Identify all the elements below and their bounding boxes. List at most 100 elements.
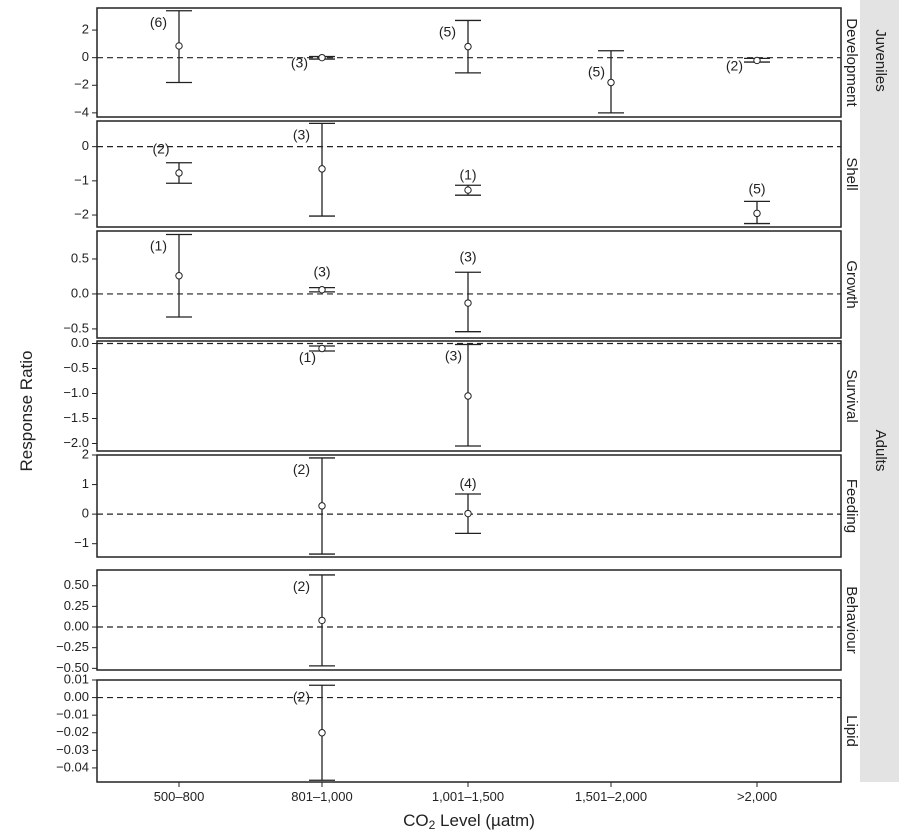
data-point bbox=[464, 299, 472, 307]
y-tick-label: −0.03 bbox=[56, 742, 89, 757]
data-point bbox=[175, 169, 183, 177]
panel-shell: Shell 0 −1 −2 (2) (3) (1) (5) bbox=[74, 120, 860, 228]
panel-label: Feeding bbox=[843, 479, 860, 533]
group-strips: Juveniles Adults bbox=[860, 0, 899, 782]
data-point bbox=[318, 53, 326, 62]
sample-size-label: (3) bbox=[291, 55, 308, 71]
sample-size-label: (1) bbox=[459, 166, 476, 182]
y-tick-label: −0.25 bbox=[56, 639, 89, 654]
group-strip-label: Juveniles bbox=[872, 29, 889, 92]
panel-label: Development bbox=[843, 18, 860, 107]
group-strip-bg bbox=[860, 119, 899, 782]
y-tick-label: 0.25 bbox=[64, 598, 89, 613]
x-axis-title: CO2 Level (µatm) bbox=[403, 811, 535, 832]
sample-size-label: (2) bbox=[726, 57, 743, 73]
y-tick-label: −1 bbox=[74, 172, 89, 187]
y-tick-label: 1 bbox=[82, 476, 89, 491]
panel-frame bbox=[96, 230, 842, 339]
y-tick-label: 2 bbox=[82, 22, 89, 37]
y-tick-label: −2 bbox=[74, 206, 89, 221]
panel-development: Development 2 0 −2 −4 (6) (3) (5) (5) (2) bbox=[74, 7, 860, 119]
sample-size-label: (4) bbox=[459, 475, 476, 491]
sample-size-label: (2) bbox=[293, 578, 310, 594]
y-tick-label: 0 bbox=[82, 506, 89, 521]
panel-feeding: Feeding 2 1 0 −1 (2) (4) bbox=[74, 446, 860, 558]
y-tick-label: −1 bbox=[74, 535, 89, 550]
data-point bbox=[753, 56, 761, 65]
sample-size-label: (2) bbox=[293, 461, 310, 477]
y-tick-label: −0.5 bbox=[63, 360, 89, 375]
y-tick-label: −1.0 bbox=[63, 385, 89, 400]
y-tick-label: 0.01 bbox=[64, 671, 89, 686]
sample-size-label: (2) bbox=[152, 141, 169, 157]
y-tick-label: 0.0 bbox=[71, 335, 89, 350]
y-tick-label: 0 bbox=[82, 138, 89, 153]
data-point bbox=[175, 272, 183, 280]
data-point bbox=[753, 209, 761, 218]
sample-size-label: (3) bbox=[313, 264, 330, 280]
sample-size-label: (3) bbox=[459, 248, 476, 264]
y-tick-label: 0.00 bbox=[64, 689, 89, 704]
y-axis-title: Response Ratio bbox=[17, 351, 36, 472]
sample-size-label: (5) bbox=[439, 23, 456, 39]
data-point bbox=[318, 502, 326, 510]
sample-size-label: (2) bbox=[293, 688, 310, 704]
sample-size-label: (3) bbox=[445, 348, 462, 364]
y-tick-label: −0.04 bbox=[56, 759, 89, 774]
panel-frame bbox=[96, 340, 842, 452]
data-point bbox=[464, 509, 472, 518]
x-tick-label: 801–1,000 bbox=[291, 789, 352, 804]
panels: Development 2 0 −2 −4 (6) (3) (5) (5) (2) Shell 0 −1… bbox=[56, 7, 860, 783]
panel-label: Growth bbox=[843, 260, 860, 308]
panel-label: Shell bbox=[843, 157, 860, 190]
y-tick-label: −0.02 bbox=[56, 724, 89, 739]
panel-frame bbox=[96, 679, 842, 783]
data-point bbox=[318, 616, 326, 625]
sample-size-label: (6) bbox=[150, 14, 167, 30]
sample-size-label: (1) bbox=[299, 349, 316, 365]
panel-frame bbox=[96, 120, 842, 228]
y-tick-label: −0.01 bbox=[56, 707, 89, 722]
x-tick-label: 500–800 bbox=[154, 789, 205, 804]
data-point bbox=[464, 392, 472, 400]
y-tick-label: −0.50 bbox=[56, 660, 89, 675]
panel-label: Behaviour bbox=[843, 586, 860, 654]
panel-growth: Growth 0.5 0.0 −0.5 (1) (3) (3) bbox=[63, 230, 860, 339]
y-tick-label: −4 bbox=[74, 104, 89, 119]
y-tick-label: −1.5 bbox=[63, 410, 89, 425]
x-axis: 500–800 801–1,000 1,001–1,500 1,501–2,000 >2… bbox=[154, 782, 777, 804]
sample-size-label: (5) bbox=[748, 180, 765, 196]
y-tick-label: 0.0 bbox=[71, 285, 89, 300]
y-tick-label: −2.0 bbox=[63, 435, 89, 450]
panel-frame bbox=[96, 454, 842, 558]
y-tick-label: −2 bbox=[74, 77, 89, 92]
x-tick-label: 1,501–2,000 bbox=[575, 789, 647, 804]
sample-size-label: (3) bbox=[293, 126, 310, 142]
data-point bbox=[464, 42, 472, 51]
data-point bbox=[318, 286, 326, 294]
y-tick-label: 0 bbox=[82, 49, 89, 64]
panel-frame bbox=[96, 569, 842, 671]
group-strip-label: Adults bbox=[872, 430, 889, 472]
data-point bbox=[318, 165, 326, 173]
data-point bbox=[607, 78, 615, 87]
sample-size-label: (1) bbox=[150, 237, 167, 253]
data-point bbox=[175, 42, 183, 50]
y-tick-label: 0.00 bbox=[64, 618, 89, 633]
panel-behaviour: Behaviour 0.50 0.25 0.00 −0.25 −0.50 (2) bbox=[56, 569, 860, 675]
x-tick-label: >2,000 bbox=[737, 789, 777, 804]
x-tick-label: 1,001–1,500 bbox=[432, 789, 504, 804]
panel-label: Survival bbox=[843, 369, 860, 422]
panel-frame bbox=[96, 7, 842, 118]
panel-lipid: Lipid 0.01 0.00 −0.01 −0.02 −0.03 −0.04 (2) bbox=[56, 671, 860, 783]
data-point bbox=[464, 186, 472, 194]
panel-label: Lipid bbox=[843, 715, 860, 747]
data-point bbox=[318, 729, 326, 737]
group-strip-bg bbox=[860, 0, 899, 121]
panel-survival: Survival 0.0 −0.5 −1.0 −1.5 −2.0 (1) (3) bbox=[63, 335, 860, 452]
y-tick-label: 2 bbox=[82, 446, 89, 461]
y-tick-label: −0.5 bbox=[63, 320, 89, 335]
data-point bbox=[318, 344, 326, 353]
y-tick-label: 0.50 bbox=[64, 577, 89, 592]
